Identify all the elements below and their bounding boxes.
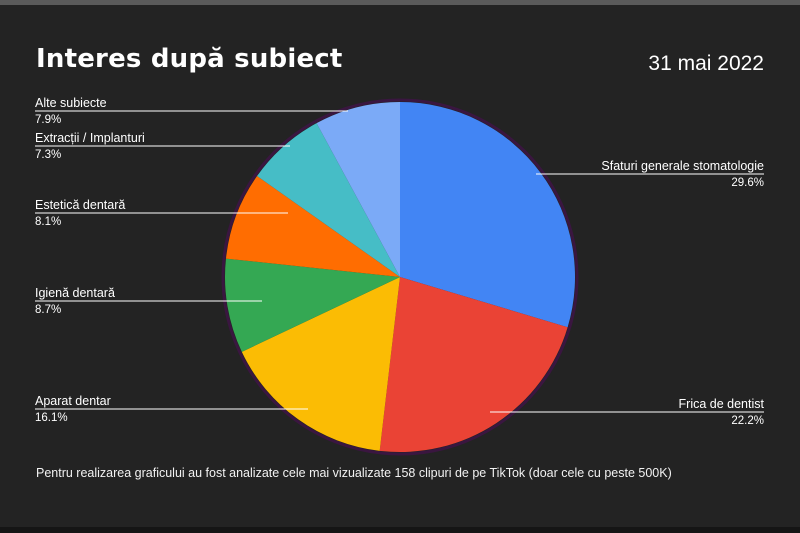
slice-label: Extracții / Implanturi bbox=[35, 131, 145, 145]
slice-value-label: 16.1% bbox=[35, 412, 68, 424]
top-border bbox=[0, 0, 800, 5]
pie-slice bbox=[400, 102, 575, 328]
pie-outline bbox=[221, 98, 579, 456]
pie-slice bbox=[241, 277, 400, 451]
chart-date: 31 mai 2022 bbox=[648, 52, 764, 75]
slice-value-label: 7.9% bbox=[35, 114, 61, 126]
slice-value-label: 29.6% bbox=[731, 177, 764, 189]
slice-label: Frica de dentist bbox=[679, 397, 765, 411]
slice-label: Igienă dentară bbox=[35, 286, 115, 300]
slice-value-label: 8.7% bbox=[35, 304, 61, 316]
slice-label: Alte subiecte bbox=[35, 96, 107, 110]
footnote: Pentru realizarea graficului au fost ana… bbox=[36, 466, 672, 480]
pie-slice bbox=[257, 123, 400, 277]
bottom-border bbox=[0, 527, 800, 533]
slice-label: Sfaturi generale stomatologie bbox=[601, 159, 764, 173]
pie-slice bbox=[225, 258, 400, 352]
slice-value-label: 22.2% bbox=[731, 415, 764, 427]
pie-slice bbox=[379, 277, 568, 452]
pie-slice bbox=[225, 176, 400, 277]
slice-value-label: 8.1% bbox=[35, 216, 61, 228]
pie-slices bbox=[225, 102, 575, 452]
chart-title: Interes după subiect bbox=[36, 44, 343, 74]
pie-slice bbox=[316, 102, 400, 277]
slice-label: Estetică dentară bbox=[35, 198, 125, 212]
pie-labels: Sfaturi generale stomatologie 29.6% Frica … bbox=[35, 96, 765, 427]
slice-value-label: 7.3% bbox=[35, 149, 61, 161]
slice-label: Aparat dentar bbox=[35, 394, 111, 408]
